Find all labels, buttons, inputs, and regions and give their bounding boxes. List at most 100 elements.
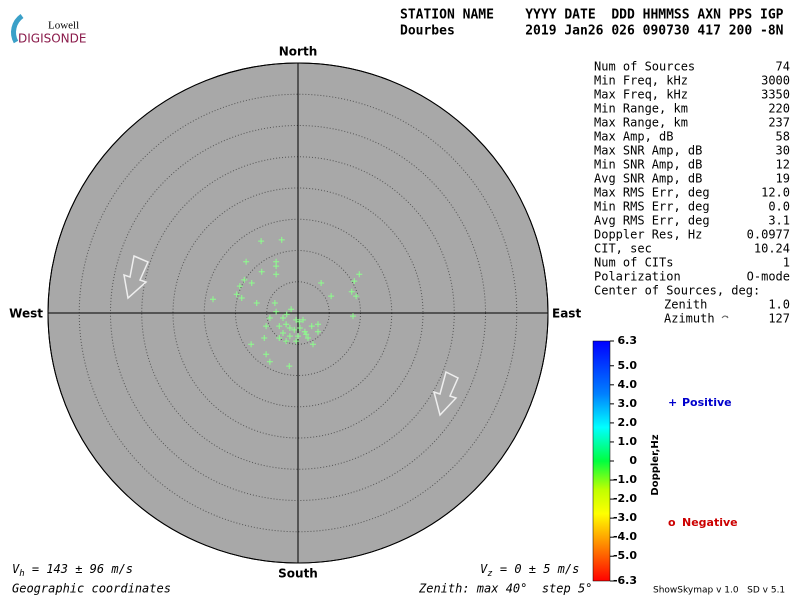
center-title: Center of Sources, deg: — [594, 284, 760, 298]
west-label: West — [9, 307, 43, 321]
source-point — [283, 311, 290, 318]
source-point — [248, 341, 255, 348]
colorbar-tick-label: -5.0 — [613, 549, 637, 562]
source-point — [280, 315, 286, 321]
source-point — [303, 331, 310, 338]
arrow-west — [123, 254, 149, 300]
source-point — [278, 236, 285, 243]
stat-label: CIT, sec — [594, 242, 652, 256]
colorbar-tick-label: 2.0 — [618, 416, 638, 429]
stat-value: 220 — [768, 102, 790, 116]
header-values: Dourbes 2019 Jan26 026 090730 417 200 -8… — [400, 24, 784, 39]
stat-value: 19 — [776, 172, 790, 186]
source-point — [310, 341, 316, 348]
source-point — [286, 363, 293, 370]
stat-label: Avg RMS Err, deg — [594, 214, 710, 228]
stat-label: Doppler Res, Hz — [594, 228, 702, 242]
colorbar-tick-label: -1.0 — [613, 473, 637, 486]
colorbar-tick-label: -2.0 — [613, 492, 637, 505]
source-point — [308, 323, 315, 330]
stat-value: 12 — [776, 158, 790, 172]
source-point — [353, 293, 360, 300]
legend-symbol: o — [668, 516, 676, 529]
logo-bottom: DIGISONDE — [18, 32, 86, 46]
colorbar-tick-label: 3.0 — [618, 397, 638, 410]
source-point — [305, 335, 311, 341]
source-point — [238, 295, 245, 301]
source-point — [273, 271, 280, 278]
stat-label: Max Range, km — [594, 116, 688, 130]
arrow-east — [432, 370, 459, 417]
stat-label: Min RMS Err, deg — [594, 200, 710, 214]
source-point — [291, 326, 298, 333]
source-point — [296, 318, 303, 325]
source-point — [288, 306, 295, 313]
source-point — [258, 268, 265, 275]
source-point — [293, 338, 300, 345]
center-value: 1.0 — [768, 298, 790, 312]
stat-label: Polarization — [594, 270, 681, 284]
source-point — [315, 321, 321, 328]
colorbar-tick-label: -4.0 — [613, 530, 637, 543]
source-point — [348, 288, 355, 295]
source-point — [276, 335, 283, 341]
center-label: Zenith — [664, 298, 707, 312]
source-point — [318, 280, 325, 286]
vh: Vh = 143 ± 96 m/s — [12, 562, 133, 579]
colorbar — [592, 340, 611, 582]
colorbar-tick-label: 1.0 — [618, 435, 638, 448]
center-value: 127 — [768, 312, 790, 326]
colorbar-tick-label: 0 — [629, 454, 637, 467]
source-point — [286, 333, 293, 340]
source-point — [236, 283, 243, 290]
stat-value: 12.0 — [761, 186, 790, 200]
stat-value: O-mode — [747, 270, 790, 284]
source-point — [248, 280, 255, 286]
logo-swoosh — [11, 13, 24, 44]
stat-value: 237 — [768, 116, 790, 130]
colorbar-tick-label: 6.3 — [618, 334, 638, 347]
source-point — [266, 358, 273, 365]
center-label: Azimuth — [664, 312, 715, 326]
source-point — [210, 296, 216, 303]
source-point — [351, 278, 358, 285]
header-columns: STATION NAME YYYY DATE DDD HHMMSS AXN PP… — [400, 8, 784, 23]
source-point — [350, 313, 356, 320]
stat-value: 10.24 — [754, 242, 790, 256]
stat-value: 1 — [783, 256, 790, 270]
stat-label: Avg SNR Amp, dB — [594, 172, 702, 186]
north-label: North — [279, 45, 317, 59]
south-label: South — [278, 567, 318, 581]
stat-value: 30 — [776, 144, 790, 158]
stat-value: 58 — [776, 130, 790, 144]
source-point — [253, 300, 260, 306]
source-point — [315, 328, 321, 335]
colorbar-tick-label: -6.3 — [613, 574, 637, 587]
stat-label: Max RMS Err, deg — [594, 186, 710, 200]
stat-label: Num of CITs — [594, 256, 673, 270]
source-point — [263, 351, 270, 358]
source-point — [300, 316, 306, 323]
legend-symbol: + — [668, 396, 677, 409]
colorbar-tick-label: 4.0 — [618, 378, 638, 391]
logo-top: Lowell — [48, 20, 79, 32]
source-point — [271, 300, 278, 306]
azimuth-icon — [721, 315, 729, 319]
stat-value: 0.0977 — [747, 228, 790, 242]
colorbar-label: Doppler,Hz — [650, 434, 661, 495]
stat-label: Max SNR Amp, dB — [594, 144, 702, 158]
source-point — [293, 316, 300, 323]
source-point — [296, 325, 303, 331]
stat-label: Min Freq, kHz — [594, 74, 688, 88]
source-point — [258, 238, 265, 245]
source-point — [241, 276, 248, 283]
stat-value: 74 — [776, 60, 790, 74]
source-point — [273, 308, 280, 315]
stat-label: Min SNR Amp, dB — [594, 158, 702, 172]
source-point — [283, 321, 290, 328]
stat-label: Max Amp, dB — [594, 130, 673, 144]
east-label: East — [552, 307, 581, 321]
stat-label: Max Freq, kHz — [594, 88, 688, 102]
source-point — [266, 315, 273, 321]
